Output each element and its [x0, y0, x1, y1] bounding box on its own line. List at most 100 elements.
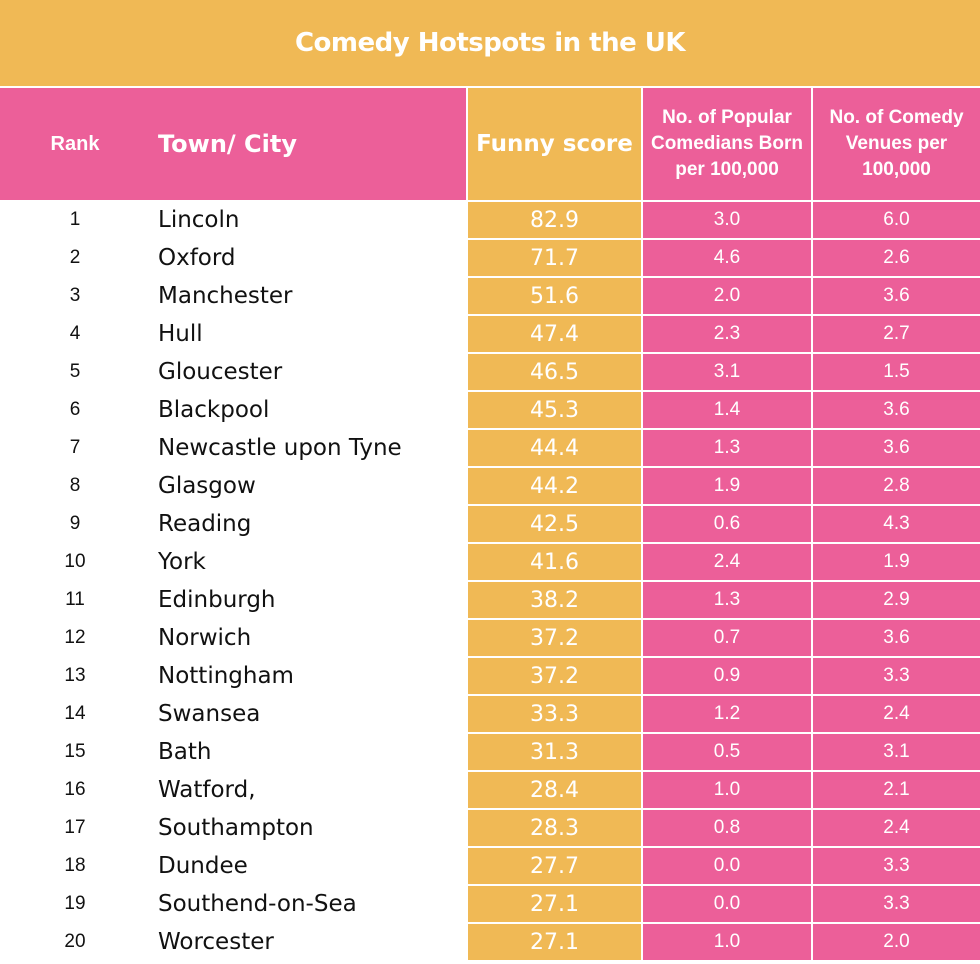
rank-cell: 4 — [69, 323, 81, 344]
comedy-venues-cell: 2.7 — [813, 316, 980, 352]
comedians-born-cell: 1.3 — [643, 430, 811, 466]
town-cell: Reading — [158, 511, 252, 537]
header-rank: Rank — [50, 132, 100, 155]
rank-cell: 19 — [64, 893, 86, 914]
town-cell: Manchester — [158, 283, 293, 309]
comedians-born-cell: 1.4 — [643, 392, 811, 428]
header-comedy-venues: No. of Comedy Venues per 100,000 — [813, 88, 980, 200]
town-cell: Edinburgh — [158, 587, 276, 613]
comedians-born-cell: 3.1 — [643, 354, 811, 390]
comedians-born-cell: 2.3 — [643, 316, 811, 352]
funny-score-cell: 47.4 — [468, 316, 641, 352]
comedy-venues-cell: 2.4 — [813, 810, 980, 846]
funny-score-cell: 27.1 — [468, 886, 641, 922]
funny-score-cell: 27.1 — [468, 924, 641, 960]
comedians-born-cell: 1.0 — [643, 772, 811, 808]
comedy-venues-cell: 6.0 — [813, 202, 980, 238]
comedians-born-cell: 0.0 — [643, 886, 811, 922]
rank-cell: 12 — [64, 627, 86, 648]
funny-score-cell: 46.5 — [468, 354, 641, 390]
comedy-venues-cell: 1.5 — [813, 354, 980, 390]
town-cell: Southampton — [158, 815, 314, 841]
comedy-venues-cell: 2.4 — [813, 696, 980, 732]
comedians-born-cell: 2.4 — [643, 544, 811, 580]
comedy-venues-cell: 4.3 — [813, 506, 980, 542]
comedy-venues-cell: 3.6 — [813, 392, 980, 428]
comedy-venues-cell: 3.3 — [813, 848, 980, 884]
comedians-born-cell: 0.8 — [643, 810, 811, 846]
header-funny-score: Funny score — [468, 88, 641, 200]
comedians-born-cell: 1.3 — [643, 582, 811, 618]
comedians-born-cell: 2.0 — [643, 278, 811, 314]
funny-score-cell: 27.7 — [468, 848, 641, 884]
comedy-venues-cell: 3.6 — [813, 620, 980, 656]
town-cell: Hull — [158, 321, 203, 347]
funny-score-cell: 71.7 — [468, 240, 641, 276]
funny-score-cell: 37.2 — [468, 620, 641, 656]
funny-score-cell: 42.5 — [468, 506, 641, 542]
funny-score-cell: 28.4 — [468, 772, 641, 808]
town-cell: Worcester — [158, 929, 274, 955]
funny-score-cell: 51.6 — [468, 278, 641, 314]
funny-score-cell: 38.2 — [468, 582, 641, 618]
town-cell: Norwich — [158, 625, 252, 651]
comedians-born-cell: 0.0 — [643, 848, 811, 884]
town-cell: Glasgow — [158, 473, 256, 499]
rank-cell: 20 — [64, 931, 86, 952]
funny-score-cell: 82.9 — [468, 202, 641, 238]
funny-score-cell: 31.3 — [468, 734, 641, 770]
town-cell: Newcastle upon Tyne — [158, 435, 402, 461]
funny-score-cell: 41.6 — [468, 544, 641, 580]
comedy-venues-cell: 3.3 — [813, 886, 980, 922]
town-cell: Watford, — [158, 777, 256, 803]
rank-cell: 13 — [64, 665, 86, 686]
town-cell: Dundee — [158, 853, 248, 879]
town-cell: Bath — [158, 739, 212, 765]
comedy-venues-cell: 3.1 — [813, 734, 980, 770]
town-cell: Blackpool — [158, 397, 270, 423]
header-town-city: Town/ City — [158, 130, 298, 158]
comedy-venues-cell: 3.6 — [813, 278, 980, 314]
comedians-born-cell: 0.5 — [643, 734, 811, 770]
rank-cell: 18 — [64, 855, 86, 876]
comedy-venues-cell: 1.9 — [813, 544, 980, 580]
town-cell: Nottingham — [158, 663, 294, 689]
rank-cell: 5 — [69, 361, 81, 382]
rank-cell: 14 — [64, 703, 86, 724]
town-cell: Lincoln — [158, 207, 240, 233]
header-row-background — [0, 88, 466, 200]
table-title: Comedy Hotspots in the UK — [294, 28, 686, 58]
comedians-born-cell: 0.9 — [643, 658, 811, 694]
funny-score-cell: 44.4 — [468, 430, 641, 466]
comedians-born-cell: 1.0 — [643, 924, 811, 960]
comedians-born-cell: 1.2 — [643, 696, 811, 732]
comedians-born-cell: 0.7 — [643, 620, 811, 656]
comedians-born-cell: 1.9 — [643, 468, 811, 504]
comedy-venues-cell: 2.8 — [813, 468, 980, 504]
rank-cell: 8 — [69, 475, 81, 496]
rank-cell: 10 — [64, 551, 86, 572]
rank-cell: 17 — [64, 817, 86, 838]
funny-score-cell: 28.3 — [468, 810, 641, 846]
rank-cell: 9 — [69, 513, 81, 534]
comedy-venues-cell: 2.1 — [813, 772, 980, 808]
rank-cell: 16 — [64, 779, 86, 800]
town-cell: Swansea — [158, 701, 261, 727]
funny-score-cell: 33.3 — [468, 696, 641, 732]
rank-cell: 11 — [65, 589, 85, 610]
town-cell: Southend-on-Sea — [158, 891, 357, 917]
funny-score-cell: 37.2 — [468, 658, 641, 694]
comedy-venues-cell: 2.6 — [813, 240, 980, 276]
rank-cell: 15 — [64, 741, 86, 762]
comedians-born-cell: 3.0 — [643, 202, 811, 238]
comedians-born-cell: 0.6 — [643, 506, 811, 542]
comedians-born-cell: 4.6 — [643, 240, 811, 276]
rank-cell: 7 — [69, 437, 81, 458]
rank-cell: 2 — [69, 247, 81, 268]
town-cell: York — [158, 549, 206, 575]
town-cell: Gloucester — [158, 359, 283, 385]
comedy-venues-cell: 3.6 — [813, 430, 980, 466]
town-cell: Oxford — [158, 245, 236, 271]
comedy-venues-cell: 2.0 — [813, 924, 980, 960]
